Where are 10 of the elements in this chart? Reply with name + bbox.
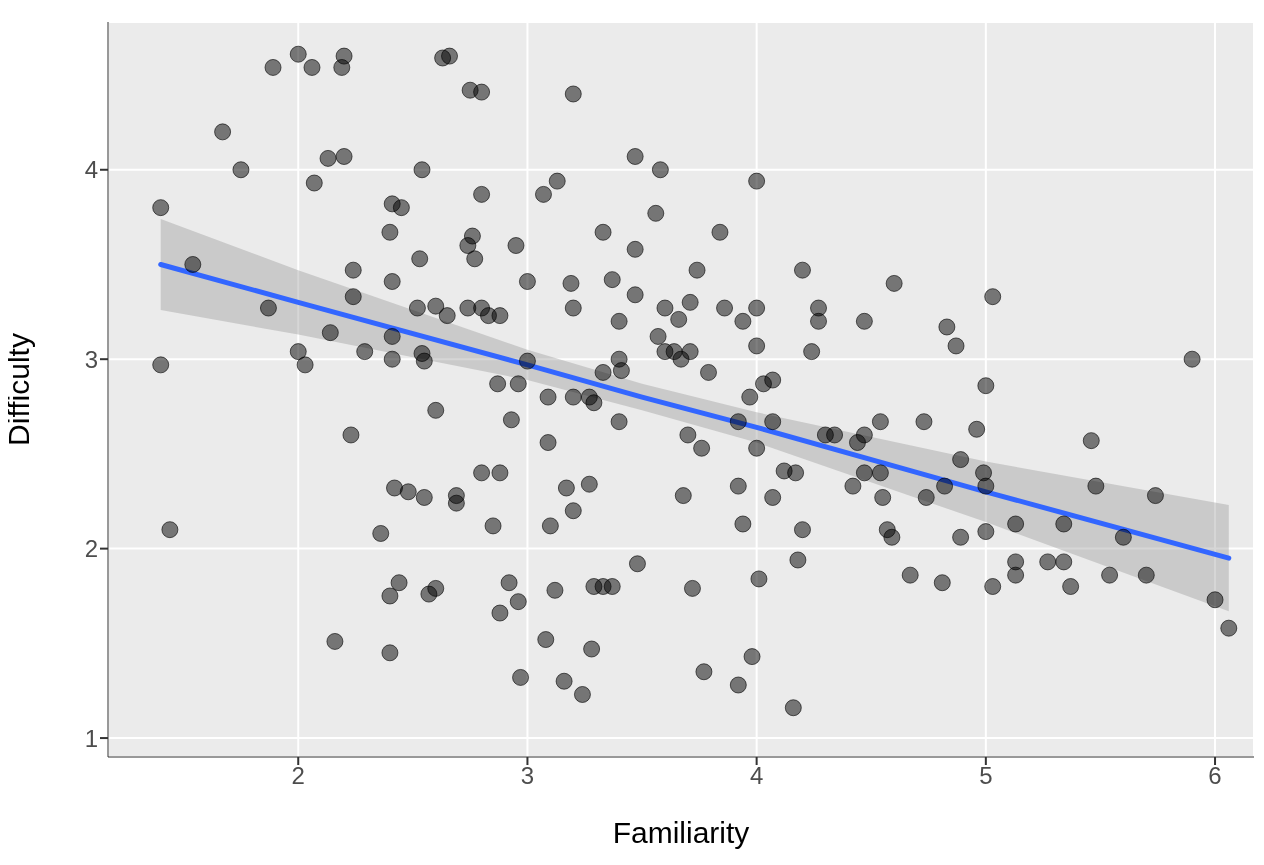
x-tick-label: 3 [520,762,535,790]
y-tick-label: 3 [84,345,98,373]
x-tick-label: 2 [291,762,305,790]
x-tick-label: 4 [749,762,764,790]
x-tick-label: 5 [979,762,993,790]
y-tick-label: 4 [84,156,98,184]
y-tick-label: 2 [84,535,98,563]
y-tick-label: 1 [84,724,98,752]
x-tick-label: 6 [1208,762,1222,790]
x-axis-title: Familiarity [612,816,750,849]
